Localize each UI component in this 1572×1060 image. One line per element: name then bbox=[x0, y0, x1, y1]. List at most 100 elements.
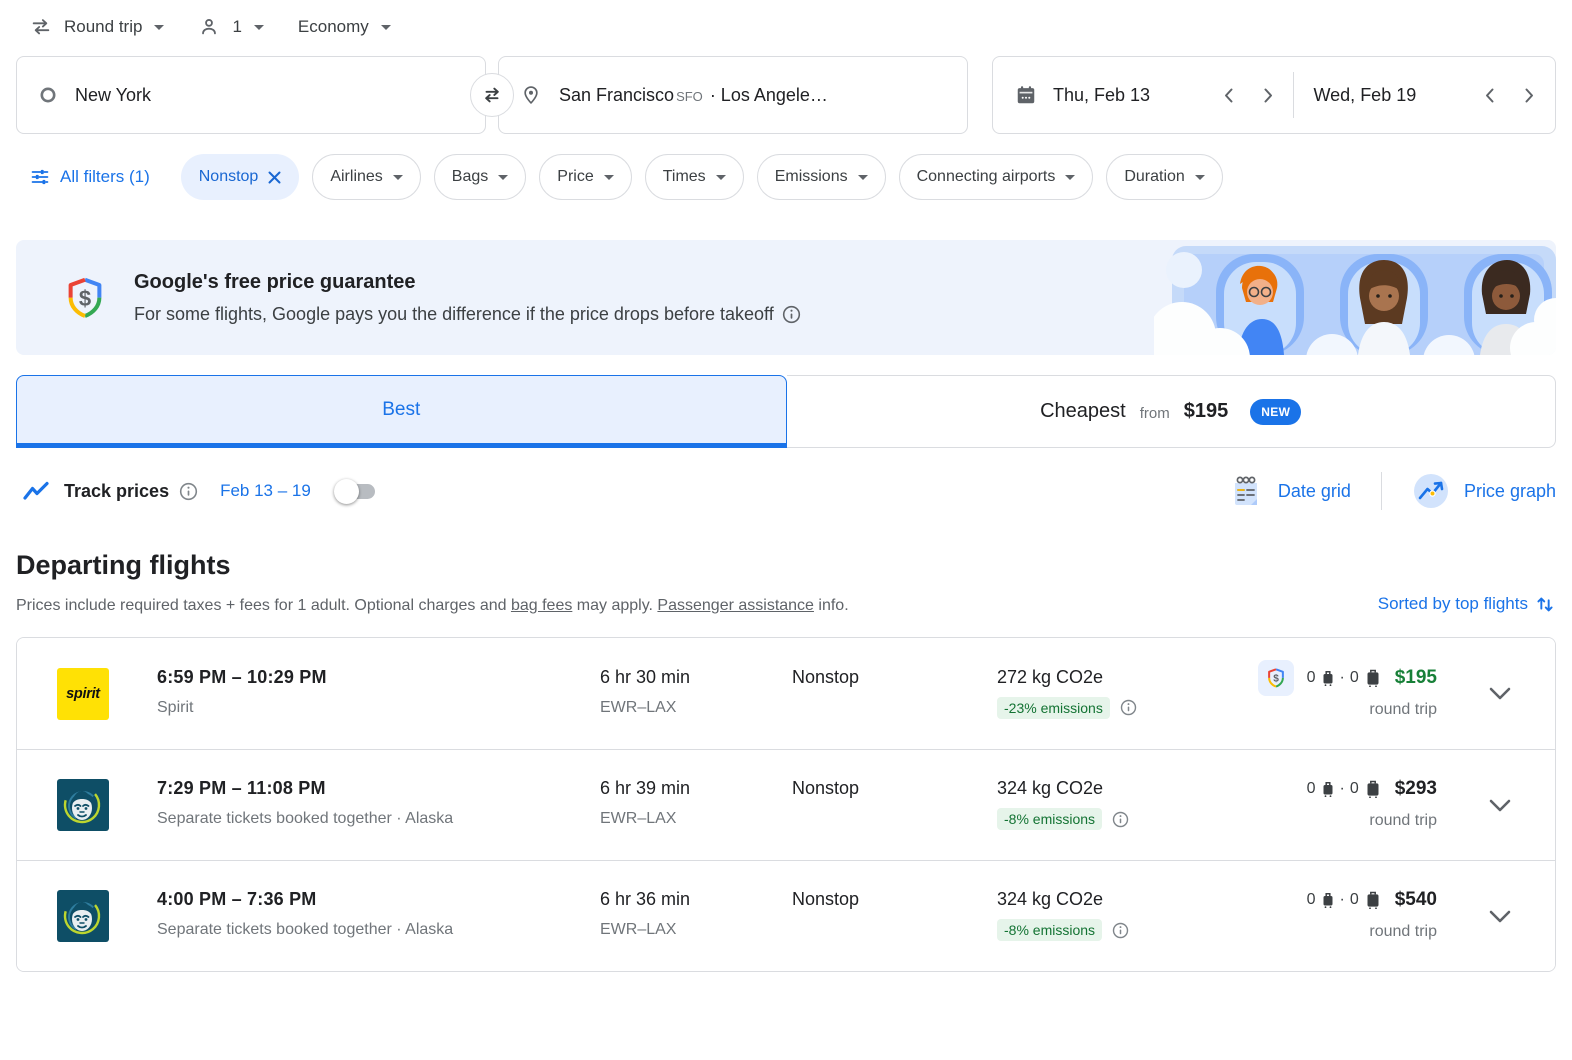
chip-label: Price bbox=[557, 168, 594, 185]
tab-best[interactable]: Best bbox=[16, 375, 787, 448]
checked-bag-count: 0 bbox=[1349, 891, 1359, 908]
chip-label: Nonstop bbox=[198, 168, 259, 185]
return-date-prev-button[interactable] bbox=[1469, 75, 1509, 115]
all-filters-button[interactable]: All filters (1) bbox=[30, 167, 150, 187]
carry-on-bag-icon bbox=[1323, 670, 1333, 686]
info-icon[interactable] bbox=[1120, 699, 1137, 716]
chevron-down-icon bbox=[392, 174, 403, 180]
spirit-logo: spirit bbox=[57, 667, 109, 720]
info-icon[interactable] bbox=[782, 305, 801, 324]
disclaimer-text: Prices include required taxes + fees for… bbox=[16, 597, 511, 614]
alaska-logo bbox=[57, 890, 109, 942]
trending-chart-icon bbox=[23, 481, 49, 500]
flight-price: $540 bbox=[1394, 889, 1437, 910]
track-prices-toggle[interactable] bbox=[333, 478, 375, 504]
date-grid-button[interactable]: Date grid bbox=[1228, 473, 1351, 509]
checked-bag-count: 0 bbox=[1349, 668, 1359, 686]
flight-stops: Nonstop bbox=[792, 889, 860, 909]
price-graph-button[interactable]: Price graph bbox=[1412, 472, 1556, 510]
info-icon[interactable] bbox=[179, 482, 198, 501]
chip-label: Connecting airports bbox=[916, 168, 1056, 185]
cabin-class-dropdown[interactable]: Economy bbox=[298, 17, 391, 37]
depart-date-value[interactable]: Thu, Feb 13 bbox=[1053, 84, 1151, 105]
expand-flight-button[interactable] bbox=[1471, 799, 1529, 812]
filter-tune-icon bbox=[31, 169, 49, 185]
tab-cheapest-price: $195 bbox=[1183, 400, 1229, 422]
destination-value: San Francisco SFO · Los Angele… bbox=[559, 85, 828, 106]
checked-bag-icon bbox=[1367, 669, 1379, 687]
filter-chip-nonstop[interactable]: Nonstop bbox=[180, 154, 300, 200]
depart-date-prev-button[interactable] bbox=[1209, 75, 1249, 115]
filter-chip-bags[interactable]: Bags bbox=[433, 154, 527, 200]
filter-chips: Airlines Bags Price Times Emissions Conn… bbox=[312, 154, 1223, 200]
return-date-next-button[interactable] bbox=[1509, 75, 1549, 115]
flight-row[interactable]: spirit 4:00 PM – 7:36 PM Separate ticket… bbox=[17, 860, 1555, 971]
depart-date-next-button[interactable] bbox=[1249, 75, 1289, 115]
chevron-down-icon bbox=[1065, 174, 1076, 180]
flight-emissions: 272 kg CO2e bbox=[997, 666, 1104, 687]
emissions-badge: -23% emissions bbox=[997, 696, 1110, 719]
close-icon[interactable] bbox=[268, 171, 281, 184]
flight-price: $293 bbox=[1394, 778, 1437, 799]
origin-field[interactable]: New York bbox=[16, 56, 486, 134]
info-icon[interactable] bbox=[1112, 811, 1129, 828]
chevron-down-icon bbox=[154, 24, 165, 30]
banner-title: Google's free price guarantee bbox=[134, 270, 416, 293]
checked-bag-icon bbox=[1367, 891, 1379, 909]
filter-chip-emissions[interactable]: Emissions bbox=[756, 154, 886, 200]
location-pin-icon bbox=[524, 86, 538, 104]
flight-times: 4:00 PM – 7:36 PM bbox=[157, 889, 317, 909]
price-disclaimer: Prices include required taxes + fees for… bbox=[16, 597, 1378, 615]
price-guarantee-badge[interactable]: $ bbox=[1257, 659, 1294, 696]
return-date-value[interactable]: Wed, Feb 19 bbox=[1313, 84, 1417, 105]
filter-chip-price[interactable]: Price bbox=[539, 154, 632, 200]
flight-stops: Nonstop bbox=[792, 666, 860, 687]
tab-cheapest-from: from bbox=[1139, 404, 1170, 422]
price-guarantee-shield-icon: $ bbox=[1267, 667, 1284, 688]
bag-fees-link[interactable]: bag fees bbox=[510, 597, 573, 614]
price-qualifier: round trip bbox=[1369, 700, 1437, 718]
expand-flight-button[interactable] bbox=[1471, 687, 1529, 700]
airline-logo: spirit bbox=[57, 890, 109, 942]
return-date-segment: Wed, Feb 19 bbox=[1298, 75, 1550, 115]
swap-locations-button[interactable] bbox=[470, 73, 514, 117]
carry-on-count: 0 bbox=[1306, 891, 1316, 908]
passenger-assistance-link[interactable]: Passenger assistance bbox=[657, 597, 814, 614]
info-icon[interactable] bbox=[1112, 922, 1129, 939]
flight-operator: Spirit bbox=[157, 698, 194, 716]
filter-chip-times[interactable]: Times bbox=[644, 154, 744, 200]
flight-row[interactable]: spirit 7:29 PM – 11:08 PM Separate ticke… bbox=[17, 749, 1555, 860]
expand-flight-button[interactable] bbox=[1471, 910, 1529, 923]
flight-duration: 6 hr 36 min bbox=[600, 889, 691, 909]
flight-row[interactable]: spirit 6:59 PM – 10:29 PM Spirit 6 hr 30… bbox=[17, 638, 1555, 749]
origin-circle-icon bbox=[40, 87, 56, 103]
price-guarantee-banner: $ Google's free price guarantee For some… bbox=[16, 240, 1556, 355]
price-graph-icon bbox=[1413, 474, 1448, 508]
chevron-down-icon bbox=[857, 174, 868, 180]
svg-text:$: $ bbox=[1273, 673, 1279, 684]
sort-arrows-icon bbox=[1537, 597, 1553, 612]
filter-chip-duration[interactable]: Duration bbox=[1106, 154, 1223, 200]
passengers-dropdown[interactable]: 1 bbox=[198, 16, 264, 38]
flight-operator: Separate tickets booked together · Alask… bbox=[157, 810, 454, 827]
track-date-range[interactable]: Feb 13 – 19 bbox=[220, 481, 311, 500]
chevron-down-icon bbox=[380, 24, 391, 30]
flight-operator: Separate tickets booked together · Alask… bbox=[157, 921, 454, 938]
trip-type-dropdown[interactable]: Round trip bbox=[30, 16, 165, 38]
chevron-down-icon bbox=[1194, 174, 1205, 180]
flight-price: $195 bbox=[1394, 666, 1437, 688]
flight-stops: Nonstop bbox=[792, 778, 860, 798]
filter-chip-airlines[interactable]: Airlines bbox=[312, 154, 421, 200]
chevron-down-icon bbox=[603, 174, 614, 180]
disclaimer-text: info. bbox=[813, 597, 849, 614]
chevron-left-icon bbox=[1485, 88, 1493, 102]
chevron-down-icon bbox=[715, 174, 726, 180]
carry-on-count: 0 bbox=[1306, 668, 1316, 686]
tab-cheapest[interactable]: Cheapest from $195 NEW bbox=[786, 375, 1556, 448]
destination-field[interactable]: San Francisco SFO · Los Angele… bbox=[498, 56, 968, 134]
emissions-badge: -8% emissions bbox=[997, 919, 1103, 941]
filter-chip-connecting-airports[interactable]: Connecting airports bbox=[898, 154, 1094, 200]
sort-button[interactable]: Sorted by top flights bbox=[1378, 593, 1556, 615]
chip-label: Emissions bbox=[774, 168, 848, 185]
chevron-left-icon bbox=[1225, 88, 1233, 102]
